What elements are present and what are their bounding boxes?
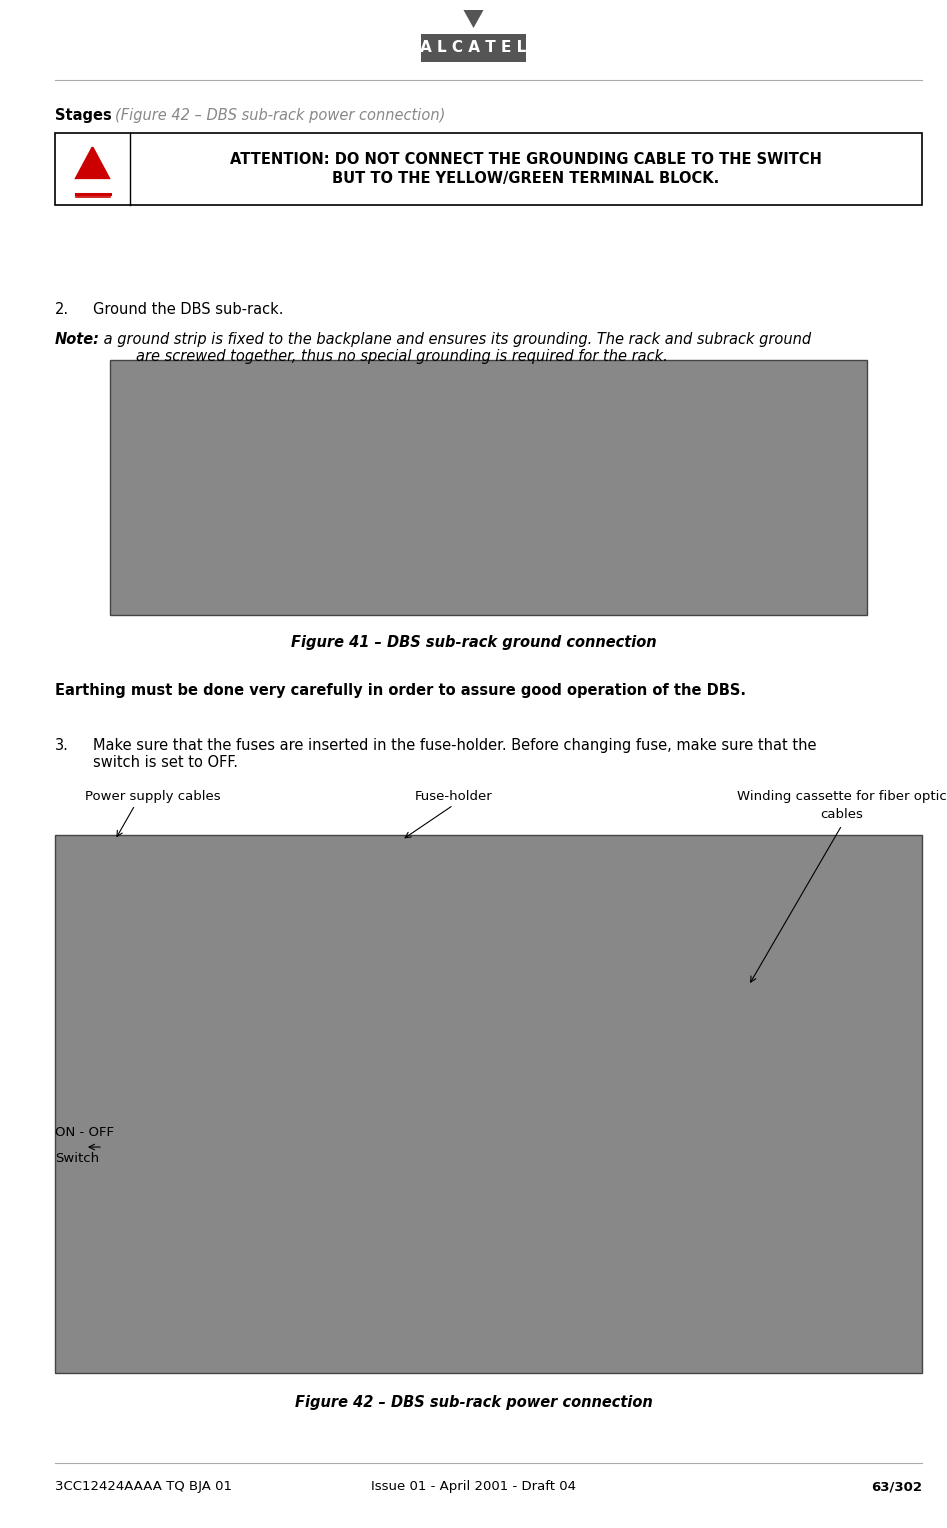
- FancyBboxPatch shape: [55, 133, 922, 205]
- FancyBboxPatch shape: [110, 361, 867, 614]
- Text: ON - OFF: ON - OFF: [55, 1126, 114, 1138]
- Text: Stages: Stages: [55, 108, 112, 122]
- Text: a ground strip is fixed to the backplane and ensures its grounding. The rack and: a ground strip is fixed to the backplane…: [99, 332, 812, 364]
- Text: 1.: 1.: [55, 138, 69, 153]
- FancyBboxPatch shape: [55, 834, 922, 1374]
- Text: 3.: 3.: [55, 738, 69, 753]
- Text: BUT TO THE YELLOW/GREEN TERMINAL BLOCK.: BUT TO THE YELLOW/GREEN TERMINAL BLOCK.: [332, 171, 720, 186]
- Text: Switch: Switch: [55, 1152, 99, 1164]
- Text: 63/302: 63/302: [871, 1481, 922, 1493]
- Text: Note:: Note:: [55, 332, 100, 347]
- Text: Ground the DBS sub-rack.: Ground the DBS sub-rack.: [93, 303, 283, 316]
- Text: cables: cables: [820, 808, 864, 821]
- Text: Make sure that the fuses are inserted in the fuse-holder. Before changing fuse, : Make sure that the fuses are inserted in…: [93, 738, 816, 770]
- Text: Fuse-holder: Fuse-holder: [415, 790, 492, 804]
- Text: Connect the switch at the top of the DBS sub-rack to the external DC power sourc: Connect the switch at the top of the DBS…: [93, 138, 766, 171]
- Polygon shape: [76, 147, 109, 179]
- Text: Figure 42 – DBS sub-rack power connection: Figure 42 – DBS sub-rack power connectio…: [295, 1395, 652, 1410]
- Text: 2.: 2.: [55, 303, 69, 316]
- Text: ATTENTION: DO NOT CONNECT THE GROUNDING CABLE TO THE SWITCH: ATTENTION: DO NOT CONNECT THE GROUNDING …: [230, 151, 822, 167]
- Text: A L C A T E L: A L C A T E L: [420, 41, 527, 55]
- Text: 3CC12424AAAA TQ BJA 01: 3CC12424AAAA TQ BJA 01: [55, 1481, 232, 1493]
- Text: Earthing must be done very carefully in order to assure good operation of the DB: Earthing must be done very carefully in …: [55, 683, 746, 698]
- Text: (Figure 42 – DBS sub-rack power connection): (Figure 42 – DBS sub-rack power connecti…: [115, 108, 445, 122]
- FancyBboxPatch shape: [421, 34, 526, 63]
- Text: Figure 41 – DBS sub-rack ground connection: Figure 41 – DBS sub-rack ground connecti…: [291, 636, 656, 649]
- Text: Winding cassette for fiber optic: Winding cassette for fiber optic: [737, 790, 947, 804]
- Text: Issue 01 - April 2001 - Draft 04: Issue 01 - April 2001 - Draft 04: [371, 1481, 576, 1493]
- Text: Power supply cables: Power supply cables: [85, 790, 221, 804]
- Polygon shape: [463, 11, 484, 28]
